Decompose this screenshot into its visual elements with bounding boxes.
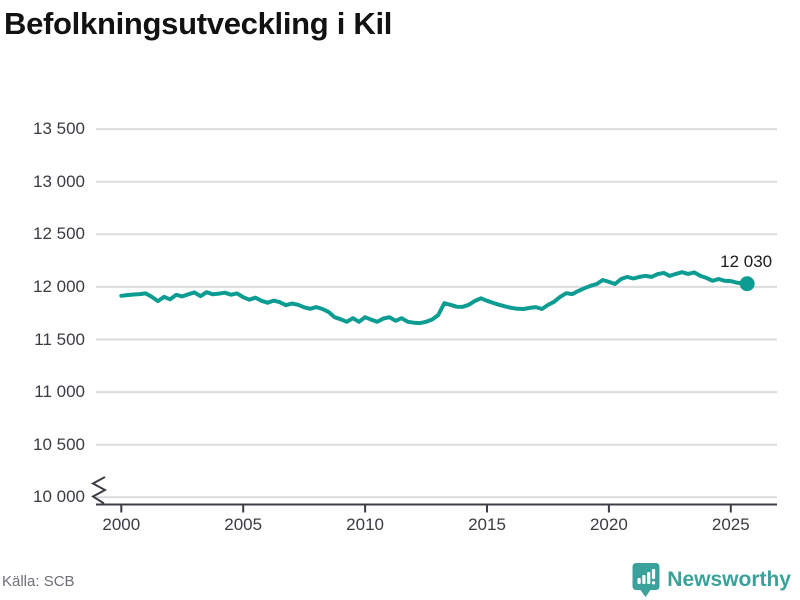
y-axis-tick-label: 12 000 [33,276,85,296]
x-axis-tick-label: 2020 [589,515,628,534]
y-axis-tick-label: 11 000 [34,382,85,402]
end-value-label: 12 030 [720,251,773,271]
y-axis-tick-label: 12 500 [33,224,85,244]
end-point-marker [739,276,755,292]
y-axis-tick-label: 10 000 [33,487,85,507]
y-axis-tick-label: 11 500 [34,329,85,349]
newsworthy-chart-bubble-icon [632,563,660,597]
newsworthy-wordmark: Newsworthy [667,568,791,591]
x-axis-tick-label: 2025 [711,515,750,534]
axis-break-icon [90,476,108,505]
source-label: Källa: SCB [2,573,75,590]
x-axis-tick-label: 2010 [346,515,384,534]
chart-title: Befolkningsutveckling i Kil [4,6,393,41]
x-axis-tick-label: 2005 [224,515,263,534]
y-axis-tick-label: 13 000 [33,171,85,191]
y-axis-tick-label: 13 500 [33,119,85,139]
x-axis-tick-label: 2000 [102,515,141,534]
newsworthy-logo[interactable]: Newsworthy [632,562,791,598]
y-axis-tick-label: 10 500 [33,434,85,454]
population-line-series [119,270,750,326]
x-axis-tick-label: 2015 [468,515,506,534]
